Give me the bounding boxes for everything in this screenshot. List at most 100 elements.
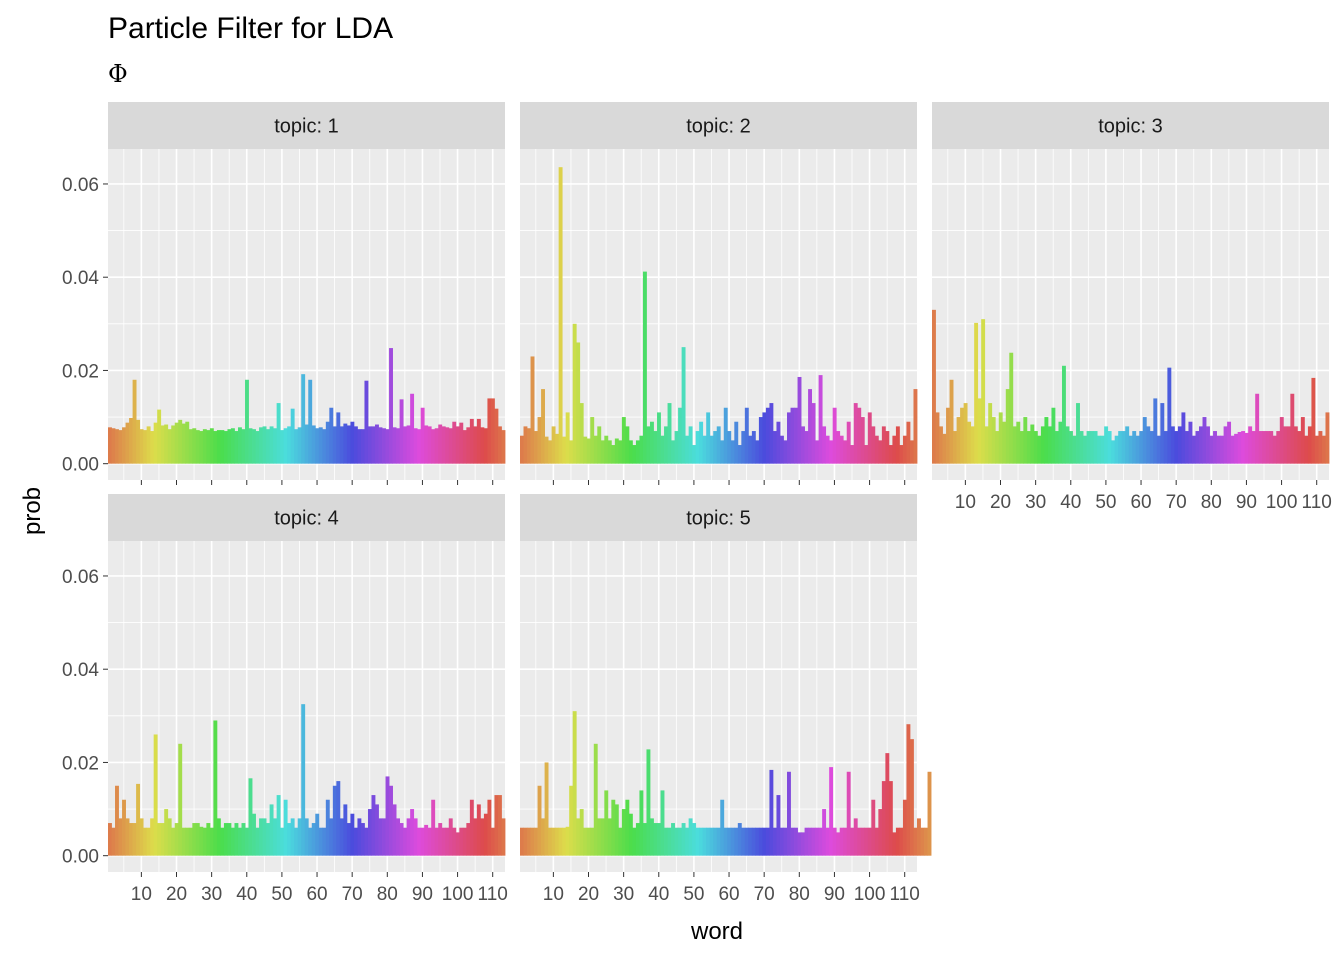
bar: [702, 435, 707, 464]
bar: [534, 431, 538, 464]
bar: [881, 781, 886, 856]
bar: [237, 827, 242, 856]
bar: [346, 823, 351, 856]
bar: [899, 827, 904, 856]
bar: [452, 827, 457, 856]
bar: [192, 823, 197, 856]
bar: [804, 431, 809, 464]
bar: [713, 827, 718, 856]
bar: [523, 426, 528, 464]
bar: [353, 426, 358, 464]
x-tick-label: 30: [201, 884, 222, 905]
bar: [364, 827, 369, 856]
bar: [551, 426, 556, 464]
x-tick-label: 10: [955, 492, 976, 513]
bar: [734, 827, 739, 856]
bar: [544, 762, 549, 856]
bar: [815, 827, 820, 856]
bar: [167, 818, 172, 856]
bar: [685, 827, 690, 856]
bar: [892, 832, 897, 856]
bar: [562, 827, 567, 856]
bar: [811, 827, 816, 856]
bar: [1325, 412, 1330, 464]
bar: [469, 418, 474, 464]
bar: [1276, 431, 1281, 464]
y-tick-label: 0.00: [62, 455, 99, 476]
bar: [308, 827, 313, 856]
facet-strip-label: topic: 2: [686, 116, 750, 138]
bar: [143, 430, 148, 464]
bar: [720, 799, 725, 856]
bar: [1234, 433, 1239, 464]
bar: [343, 423, 348, 464]
bar: [1167, 367, 1172, 464]
bar: [787, 412, 791, 464]
bar: [618, 440, 623, 464]
bar: [569, 785, 574, 856]
bar: [590, 827, 595, 856]
bar: [350, 813, 355, 856]
bar: [917, 818, 921, 856]
bar: [822, 426, 827, 464]
bar: [406, 425, 411, 464]
bar: [783, 440, 788, 464]
bar: [1216, 435, 1221, 464]
bar: [157, 823, 162, 856]
bar: [259, 818, 263, 856]
bar: [909, 440, 914, 464]
bar: [367, 809, 372, 856]
bar: [794, 827, 798, 856]
bar: [129, 417, 133, 464]
x-tick-label: 40: [648, 884, 669, 905]
bar: [1195, 431, 1200, 464]
bar: [1065, 426, 1070, 464]
bar: [160, 425, 165, 464]
bar: [1181, 412, 1186, 464]
bar: [202, 429, 207, 464]
bar: [657, 412, 661, 464]
bar: [867, 827, 872, 856]
bar: [625, 799, 630, 856]
bar: [899, 445, 904, 464]
bar: [942, 433, 947, 464]
bar: [364, 380, 369, 464]
facet-panel: [932, 149, 1329, 480]
bar: [1125, 426, 1130, 464]
bar: [706, 827, 711, 856]
bar: [301, 704, 306, 856]
bar: [497, 795, 502, 856]
bar: [829, 767, 834, 856]
bar: [132, 823, 137, 856]
x-tick-label: 80: [377, 884, 398, 905]
bar: [413, 818, 418, 856]
bar: [1132, 431, 1137, 464]
bar: [227, 429, 232, 464]
bar: [635, 440, 640, 464]
bar: [223, 823, 228, 856]
bar: [632, 827, 637, 856]
bar: [544, 436, 549, 464]
bar: [434, 827, 439, 856]
bar: [371, 795, 376, 856]
bar: [723, 827, 728, 856]
bar: [744, 407, 749, 464]
bar: [1279, 417, 1284, 464]
bar: [565, 412, 570, 464]
bar: [424, 824, 429, 856]
bar: [860, 417, 865, 464]
bar: [562, 436, 567, 464]
bar: [497, 426, 502, 464]
bar: [776, 421, 781, 464]
bar: [674, 431, 679, 464]
x-tick-label: 30: [1025, 492, 1046, 513]
bar: [262, 818, 267, 856]
bar: [476, 418, 481, 464]
bar: [790, 407, 795, 464]
bar: [572, 711, 577, 856]
bar: [417, 429, 422, 464]
bar: [995, 431, 1000, 464]
bar: [287, 426, 292, 464]
bar: [1033, 431, 1038, 464]
bar: [555, 827, 560, 856]
